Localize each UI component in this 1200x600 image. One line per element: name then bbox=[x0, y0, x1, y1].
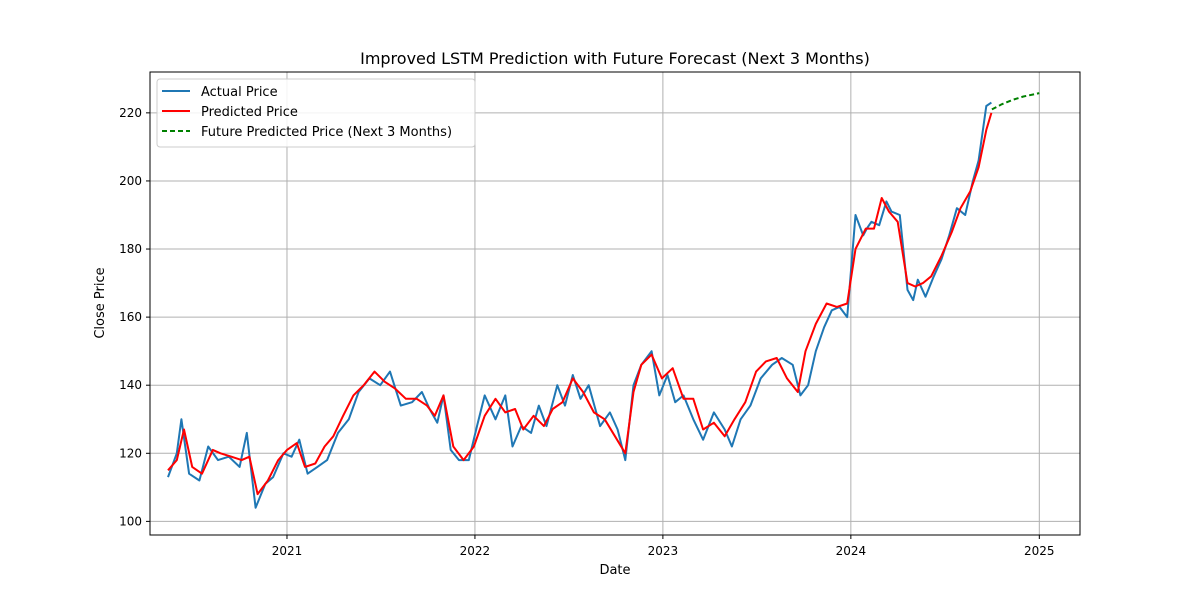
grid-lines bbox=[150, 72, 1080, 535]
y-tick-label: 220 bbox=[119, 106, 142, 120]
legend-label: Actual Price bbox=[201, 85, 278, 100]
legend-box bbox=[156, 78, 476, 148]
y-tick-label: 100 bbox=[119, 514, 142, 528]
legend-label: Predicted Price bbox=[201, 105, 298, 120]
y-tick-label: 200 bbox=[119, 174, 142, 188]
chart-title: Improved LSTM Prediction with Future For… bbox=[360, 49, 870, 68]
y-tick-label: 180 bbox=[119, 242, 142, 256]
x-tick-label: 2023 bbox=[648, 544, 679, 558]
x-tick-label: 2024 bbox=[836, 544, 867, 558]
x-tick-label: 2025 bbox=[1024, 544, 1055, 558]
y-tick-label: 120 bbox=[119, 446, 142, 460]
legend-label: Future Predicted Price (Next 3 Months) bbox=[201, 125, 452, 140]
y-tick-label: 160 bbox=[119, 310, 142, 324]
x-tick-label: 2022 bbox=[460, 544, 491, 558]
series-line-predicted-price bbox=[167, 112, 993, 496]
x-tick-label: 2021 bbox=[272, 544, 303, 558]
legend: Actual Price Predicted Price Future Predic… bbox=[156, 78, 476, 148]
y-tick-label: 140 bbox=[119, 378, 142, 392]
series-lines bbox=[167, 92, 1040, 509]
y-axis-label: Close Price bbox=[93, 267, 108, 338]
x-axis-label: Date bbox=[599, 563, 630, 578]
series-line-future-predicted-price-next-3-months bbox=[991, 92, 1040, 111]
plot-frame bbox=[149, 71, 1081, 536]
axis-ticks: 2021 2022 2023 2024 2025 100 120 140 160 180 200 22… bbox=[119, 106, 1054, 558]
